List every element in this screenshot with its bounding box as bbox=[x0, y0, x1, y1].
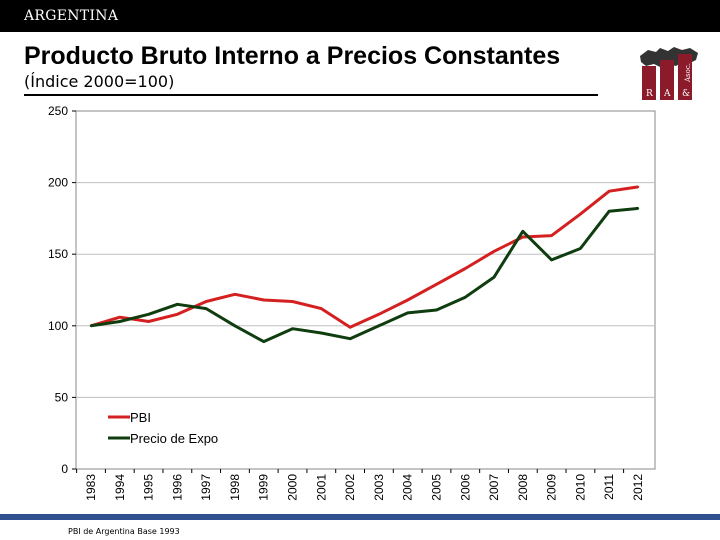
data-point bbox=[608, 189, 611, 193]
data-point bbox=[348, 337, 352, 340]
y-tick-label: 100 bbox=[48, 319, 68, 333]
logo-bar-1 bbox=[642, 66, 656, 100]
x-tick-label: 2002 bbox=[343, 474, 357, 501]
x-tick-label: 2010 bbox=[573, 474, 587, 501]
data-point bbox=[147, 313, 150, 316]
x-tick-label: 1995 bbox=[142, 474, 156, 501]
data-point bbox=[406, 298, 409, 302]
data-point bbox=[636, 185, 640, 189]
data-point bbox=[176, 313, 179, 316]
x-tick-label: 2011 bbox=[602, 474, 616, 500]
data-point bbox=[550, 234, 553, 237]
page-title: Producto Bruto Interno a Precios Constan… bbox=[24, 42, 561, 70]
data-point bbox=[377, 313, 381, 316]
data-point bbox=[233, 324, 237, 327]
data-point bbox=[291, 327, 294, 330]
data-point bbox=[291, 300, 294, 303]
data-point bbox=[464, 267, 467, 270]
y-tick-label: 200 bbox=[48, 176, 68, 190]
y-tick-label: 0 bbox=[61, 462, 68, 476]
x-tick-label: 2006 bbox=[458, 474, 472, 501]
data-point bbox=[435, 283, 438, 286]
y-tick-label: 250 bbox=[48, 104, 68, 118]
data-point bbox=[579, 212, 582, 216]
data-point bbox=[320, 307, 323, 310]
x-tick-label: 2005 bbox=[429, 474, 443, 501]
data-point bbox=[118, 320, 121, 323]
data-point bbox=[147, 320, 150, 323]
x-tick-label: 1983 bbox=[84, 474, 98, 501]
y-tick-label: 50 bbox=[55, 390, 69, 404]
footer-band bbox=[0, 520, 720, 540]
data-point bbox=[118, 316, 121, 319]
data-point bbox=[636, 207, 640, 210]
data-point bbox=[176, 303, 179, 306]
data-point bbox=[204, 307, 208, 310]
data-point bbox=[262, 298, 265, 302]
world-map-icon bbox=[640, 47, 698, 68]
x-tick-label: 2000 bbox=[286, 474, 300, 501]
title-divider bbox=[24, 94, 598, 96]
x-tick-label: 2008 bbox=[516, 474, 530, 501]
data-point bbox=[608, 210, 611, 213]
data-point bbox=[492, 250, 496, 253]
x-tick-label: 2001 bbox=[314, 474, 328, 501]
logo-letter-a: A bbox=[663, 89, 671, 99]
series-line-pbi bbox=[90, 185, 639, 329]
top-bar bbox=[0, 0, 720, 32]
data-point bbox=[233, 293, 237, 296]
legend-label: PBI bbox=[130, 410, 151, 425]
x-tick-label: 2009 bbox=[545, 474, 559, 501]
page-subtitle: (Índice 2000=100) bbox=[24, 72, 175, 91]
data-point bbox=[464, 295, 467, 299]
data-point bbox=[348, 326, 352, 329]
data-point bbox=[550, 258, 553, 262]
logo-bar-2 bbox=[660, 60, 674, 100]
series-line-precio-de-expo bbox=[90, 206, 639, 344]
data-point bbox=[406, 311, 409, 315]
data-point bbox=[320, 331, 323, 335]
data-point bbox=[262, 340, 265, 343]
x-tick-label: 1998 bbox=[228, 474, 242, 501]
x-tick-label: 2012 bbox=[631, 474, 645, 501]
x-tick-label: 2003 bbox=[372, 474, 386, 501]
x-tick-label: 1997 bbox=[199, 474, 213, 501]
data-point bbox=[521, 230, 525, 233]
data-point bbox=[435, 308, 438, 312]
data-point bbox=[377, 324, 381, 327]
data-point bbox=[89, 324, 93, 327]
data-point bbox=[579, 247, 582, 250]
x-tick-label: 2004 bbox=[401, 474, 415, 501]
data-point bbox=[521, 235, 525, 239]
logo-bar-3 bbox=[678, 54, 692, 100]
company-logo: R A & Asoc. bbox=[640, 47, 698, 100]
x-tick-label: 1996 bbox=[170, 474, 184, 501]
y-tick-label: 150 bbox=[48, 247, 68, 261]
x-tick-label: 1999 bbox=[257, 474, 271, 501]
x-tick-label: 2007 bbox=[487, 474, 501, 501]
plot-area bbox=[75, 110, 656, 470]
footnote: PBI de Argentina Base 1993 bbox=[68, 527, 180, 536]
legend-label: Precio de Expo bbox=[130, 431, 218, 446]
logo-letter-amp: & bbox=[682, 89, 690, 99]
country-label: ARGENTINA bbox=[24, 8, 119, 24]
logo-text-asoc: Asoc. bbox=[684, 63, 692, 83]
logo-letter-r: R bbox=[646, 89, 653, 99]
x-tick-label: 1994 bbox=[113, 474, 127, 501]
data-point bbox=[492, 275, 496, 279]
data-point bbox=[204, 300, 208, 303]
